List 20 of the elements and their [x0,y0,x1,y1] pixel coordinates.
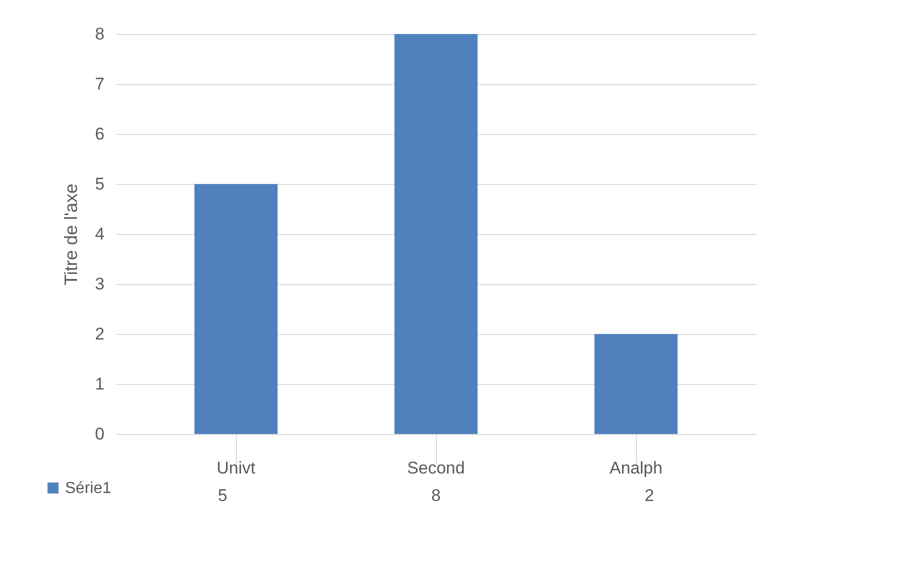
x-tick-label: Univt [216,458,256,478]
y-tick-label: 4 [95,224,104,244]
y-tick-label: 7 [95,74,104,94]
data-label: 5 [218,486,228,505]
y-tick-label: 5 [95,174,104,194]
bar [394,34,478,434]
x-tick-label: Analph [610,458,662,478]
y-tick-label: 1 [95,374,104,394]
legend-label: Série1 [65,480,112,497]
x-tick-label: Second [407,458,465,478]
data-label: 2 [644,486,654,505]
y-tick-label: 3 [95,274,104,294]
y-tick-label: 2 [95,324,104,344]
y-axis-title: Titre de l'axe [61,184,82,286]
bar [594,334,678,434]
y-tick-label: 6 [95,124,104,144]
data-label: 8 [431,486,441,505]
y-tick-label: 0 [95,424,104,444]
bar [194,184,278,434]
y-tick-label: 8 [95,24,104,44]
